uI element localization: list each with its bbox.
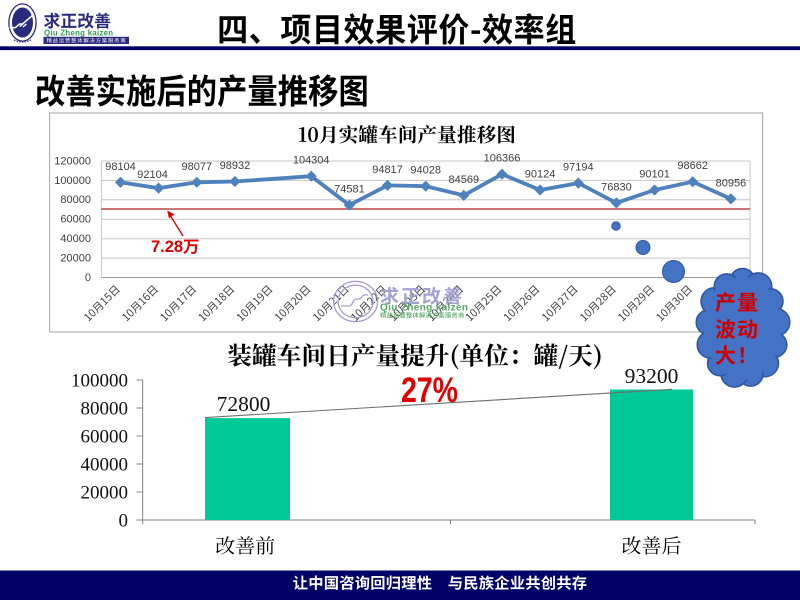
svg-text:90124: 90124 [525,169,556,181]
svg-text:80000: 80000 [81,399,129,420]
svg-text:0: 0 [119,511,129,532]
svg-text:27%: 27% [401,371,458,410]
svg-text:100000: 100000 [54,175,91,187]
svg-text:80000: 80000 [60,194,91,206]
svg-text:40000: 40000 [60,233,91,245]
svg-text:76830: 76830 [601,181,632,193]
svg-text:60000: 60000 [60,214,91,226]
svg-text:100000: 100000 [71,371,128,392]
svg-text:90101: 90101 [639,169,670,181]
svg-text:106366: 106366 [484,153,521,165]
svg-text:0: 0 [85,272,91,284]
svg-text:84569: 84569 [449,174,480,186]
svg-text:98932: 98932 [220,160,251,172]
svg-text:97194: 97194 [563,162,594,174]
svg-text:94817: 94817 [372,164,403,176]
svg-text:72800: 72800 [217,392,271,416]
svg-text:94028: 94028 [410,165,441,177]
svg-text:Qiu Zheng kaizen: Qiu Zheng kaizen [44,29,113,38]
svg-text:40000: 40000 [81,455,129,476]
svg-text:80956: 80956 [716,177,747,189]
svg-text:98077: 98077 [182,161,213,173]
svg-text:92104: 92104 [137,169,168,181]
svg-text:98662: 98662 [677,160,708,172]
svg-text:104304: 104304 [293,155,330,167]
svg-text:120000: 120000 [54,155,91,167]
svg-text:74581: 74581 [334,184,365,196]
svg-text:93200: 93200 [625,364,679,388]
svg-text:7.28: 7.28 [151,238,183,256]
svg-text:20000: 20000 [81,483,129,504]
svg-text:20000: 20000 [60,253,91,265]
svg-text:Qiu Zheng kaizen: Qiu Zheng kaizen [380,303,468,314]
svg-text:60000: 60000 [81,427,129,448]
svg-text:98104: 98104 [105,161,136,173]
